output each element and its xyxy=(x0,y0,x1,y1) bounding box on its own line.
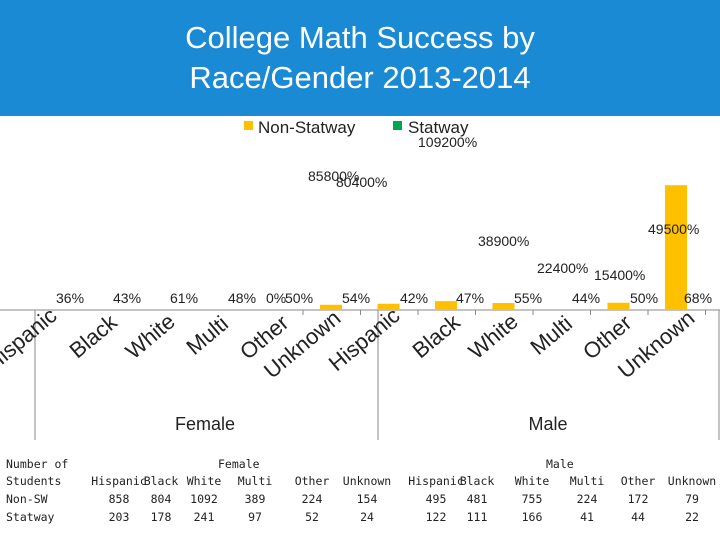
table-cell: 44 xyxy=(631,510,645,524)
group-label-male: Male xyxy=(528,414,567,434)
category-label-3: Multi xyxy=(181,311,233,360)
table-cell: 154 xyxy=(356,492,378,506)
table-cell: 52 xyxy=(305,510,319,524)
table-col-header-male-1: Black xyxy=(459,474,495,488)
data-label-6: 85800% xyxy=(308,168,359,184)
table-cell: 97 xyxy=(248,510,262,524)
table-row-label-nonsw: Non-SW xyxy=(6,492,48,506)
data-label-0: 36% xyxy=(56,290,84,306)
data-label-17: 50% xyxy=(630,290,658,306)
table-cell: 79 xyxy=(685,492,699,506)
data-label-11: 15400% xyxy=(594,267,645,283)
category-label-2: White xyxy=(121,309,180,364)
category-label-1: Black xyxy=(65,309,123,363)
table-male-heading: Male xyxy=(546,457,574,471)
bar-0 xyxy=(320,304,342,310)
bar-2 xyxy=(435,301,457,310)
table-col-header-female-2: White xyxy=(186,474,222,488)
legend-swatch-non-statway xyxy=(244,121,253,130)
category-label-9: Multi xyxy=(525,311,577,360)
data-label-12: 54% xyxy=(342,290,370,306)
table-col-header-male-3: Multi xyxy=(569,474,605,488)
table-cell: 224 xyxy=(576,492,598,506)
legend-swatch-statway xyxy=(393,121,402,130)
table-cell: 41 xyxy=(580,510,594,524)
table-header-label-line2: Students xyxy=(6,474,62,488)
table-col-header-female-3: Multi xyxy=(237,474,273,488)
data-label-14: 47% xyxy=(456,290,484,306)
data-label-10: 22400% xyxy=(537,260,588,276)
table-col-header-male-2: White xyxy=(514,474,550,488)
table-female-heading: Female xyxy=(218,457,260,471)
data-label-5: 50% xyxy=(285,290,313,306)
table-cell: 122 xyxy=(425,510,447,524)
data-label-19: 49500% xyxy=(648,221,699,237)
table-cell: 389 xyxy=(244,492,266,506)
table-col-header-female-1: Black xyxy=(143,474,179,488)
bar-5 xyxy=(607,302,630,310)
table-header-label-line1: Number of xyxy=(6,457,69,471)
data-label-4: 0% xyxy=(266,290,286,306)
data-label-8: 109200% xyxy=(418,134,477,150)
table-col-header-male-0: Hispanic xyxy=(408,474,464,488)
data-label-1: 43% xyxy=(113,290,141,306)
data-label-16: 44% xyxy=(572,290,600,306)
legend-label-statway: Statway xyxy=(408,118,469,137)
table-col-header-female-0: Hispanic xyxy=(91,474,147,488)
data-label-7: 80400% xyxy=(336,174,387,190)
table-col-header-female-5: Unknown xyxy=(342,474,392,488)
category-label-0: Hispanic xyxy=(0,303,62,376)
title-line-1: College Math Success by xyxy=(185,20,535,55)
table-col-header-female-4: Other xyxy=(294,474,330,488)
table-cell: 166 xyxy=(521,510,543,524)
bar-6 xyxy=(665,185,687,310)
table-col-header-male-4: Other xyxy=(620,474,656,488)
data-label-3: 48% xyxy=(228,290,256,306)
category-label-7: Black xyxy=(408,309,466,363)
table-cell: 24 xyxy=(360,510,374,524)
data-label-9: 38900% xyxy=(478,233,529,249)
data-label-18: 68% xyxy=(684,290,712,306)
legend-label-non-statway: Non-Statway xyxy=(258,118,356,137)
title-banner xyxy=(0,0,720,116)
table-cell: 224 xyxy=(301,492,323,506)
table-cell: 111 xyxy=(466,510,488,524)
bar-1 xyxy=(377,303,400,310)
data-label-13: 42% xyxy=(400,290,428,306)
table-cell: 172 xyxy=(627,492,649,506)
table-col-header-male-5: Unknown xyxy=(667,474,717,488)
table-cell: 178 xyxy=(150,510,172,524)
students-table: Number of Students Female Male Non-SW St… xyxy=(0,455,720,540)
table-row-label-statway: Statway xyxy=(6,510,55,524)
table-cell: 203 xyxy=(108,510,130,524)
data-label-2: 61% xyxy=(170,290,198,306)
table-cell: 804 xyxy=(150,492,172,506)
group-label-female: Female xyxy=(175,414,235,434)
table-cell: 755 xyxy=(521,492,543,506)
bar-3 xyxy=(492,303,515,310)
table-cell: 481 xyxy=(466,492,488,506)
table-cell: 1092 xyxy=(190,492,218,506)
chart-title: College Math Success by Race/Gender 2013… xyxy=(0,18,720,98)
bar-chart: 36% 43% 61% 48% 0%50%85800%80400%109200%3890… xyxy=(0,118,720,440)
table-cell: 241 xyxy=(193,510,215,524)
data-label-15: 55% xyxy=(514,290,542,306)
table-cell: 22 xyxy=(685,510,699,524)
table-cell: 858 xyxy=(108,492,130,506)
title-line-2: Race/Gender 2013-2014 xyxy=(189,60,531,95)
table-cell: 495 xyxy=(425,492,447,506)
category-label-8: White xyxy=(464,309,523,364)
